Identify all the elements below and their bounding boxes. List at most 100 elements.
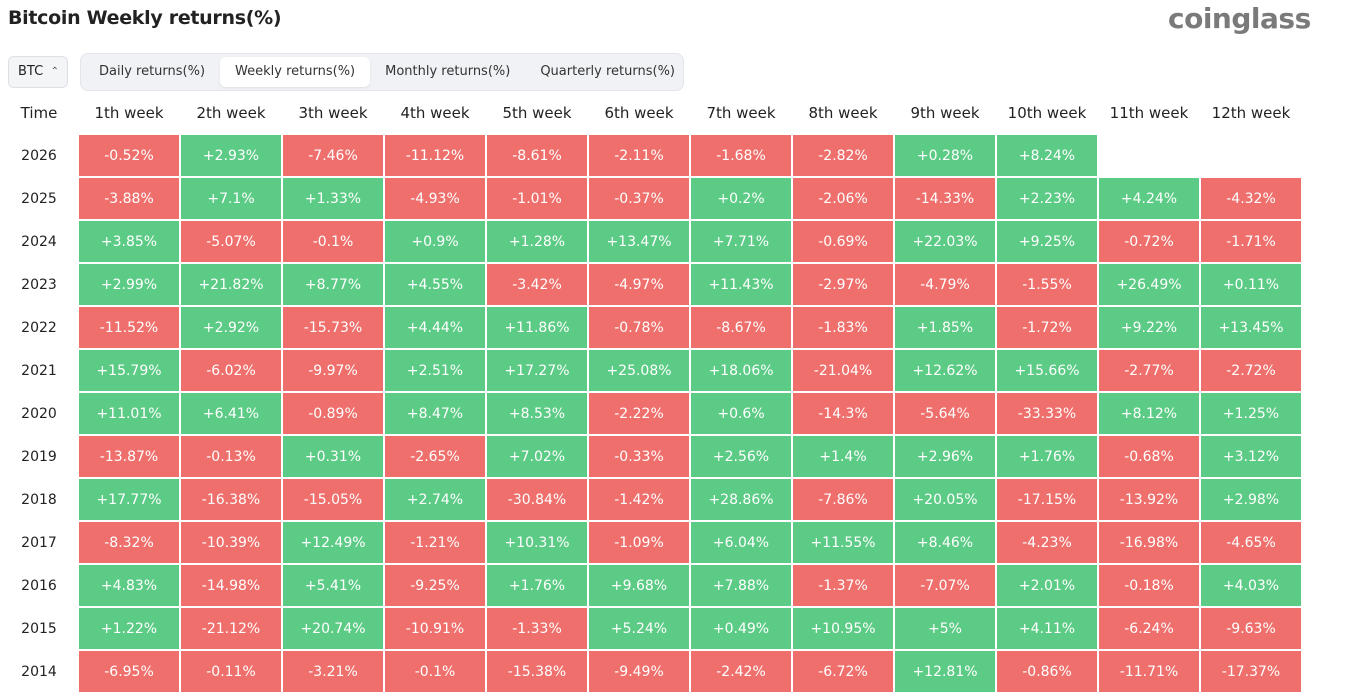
return-cell: +21.82% xyxy=(181,264,281,305)
return-cell: +2.96% xyxy=(895,436,995,477)
return-cell: -5.07% xyxy=(181,221,281,262)
tab[interactable]: Daily returns(%) xyxy=(99,64,206,79)
return-cell: +15.79% xyxy=(79,350,179,391)
return-cell: -1.37% xyxy=(793,565,893,606)
return-cell: +4.83% xyxy=(79,565,179,606)
selector-label: BTC xyxy=(18,64,44,79)
column-header: 11th week xyxy=(1109,104,1189,122)
return-cell: +0.31% xyxy=(283,436,383,477)
return-cell: -6.02% xyxy=(181,350,281,391)
return-cell: +13.45% xyxy=(1201,307,1301,348)
return-cell: -2.42% xyxy=(691,651,791,692)
return-cell: -14.98% xyxy=(181,565,281,606)
return-cell: -11.52% xyxy=(79,307,179,348)
return-cell: -1.21% xyxy=(385,522,485,563)
return-cell: +11.55% xyxy=(793,522,893,563)
return-cell: +9.22% xyxy=(1099,307,1199,348)
year-label: 2023 xyxy=(21,276,57,293)
return-cell: +0.9% xyxy=(385,221,485,262)
return-cell: +2.92% xyxy=(181,307,281,348)
return-cell: -9.25% xyxy=(385,565,485,606)
return-cell: -0.37% xyxy=(589,178,689,219)
return-cell: -14.3% xyxy=(793,393,893,434)
return-cell: +5% xyxy=(895,608,995,649)
return-cell: +4.24% xyxy=(1099,178,1199,219)
return-cell: -11.12% xyxy=(385,135,485,176)
return-cell: -0.33% xyxy=(589,436,689,477)
return-cell: +7.1% xyxy=(181,178,281,219)
return-cell: +6.41% xyxy=(181,393,281,434)
return-cell: +25.08% xyxy=(589,350,689,391)
return-cell: +2.74% xyxy=(385,479,485,520)
return-cell: -8.61% xyxy=(487,135,587,176)
return-cell: +10.95% xyxy=(793,608,893,649)
tab[interactable]: Monthly returns(%) xyxy=(385,64,511,79)
year-label: 2020 xyxy=(21,405,57,422)
return-cell: -21.12% xyxy=(181,608,281,649)
return-cell: -0.69% xyxy=(793,221,893,262)
return-cell: +20.05% xyxy=(895,479,995,520)
return-cell: +2.98% xyxy=(1201,479,1301,520)
return-cell: +8.24% xyxy=(997,135,1097,176)
return-cell: -3.42% xyxy=(487,264,587,305)
return-cell: +10.31% xyxy=(487,522,587,563)
return-cell: -8.32% xyxy=(79,522,179,563)
return-cell: -4.93% xyxy=(385,178,485,219)
return-cell: +12.49% xyxy=(283,522,383,563)
return-cell: +4.44% xyxy=(385,307,485,348)
return-cell: -13.92% xyxy=(1099,479,1199,520)
return-cell: -10.39% xyxy=(181,522,281,563)
return-cell: -0.13% xyxy=(181,436,281,477)
return-cell: +7.71% xyxy=(691,221,791,262)
coin-selector[interactable]: BTC ⌃ xyxy=(8,56,68,88)
selector-arrow: ⌃ xyxy=(50,66,59,77)
return-cell: +1.22% xyxy=(79,608,179,649)
return-cell: +17.27% xyxy=(487,350,587,391)
return-cell: -15.73% xyxy=(283,307,383,348)
return-cell: +1.28% xyxy=(487,221,587,262)
year-label: 2019 xyxy=(21,448,57,465)
return-cell: -0.1% xyxy=(385,651,485,692)
tab[interactable]: Quarterly returns(%) xyxy=(540,64,676,79)
return-cell: +6.04% xyxy=(691,522,791,563)
return-cell: +20.74% xyxy=(283,608,383,649)
column-header: 4th week xyxy=(400,104,470,122)
return-cell: -6.95% xyxy=(79,651,179,692)
return-cell: -4.32% xyxy=(1201,178,1301,219)
return-cell: +28.86% xyxy=(691,479,791,520)
return-cell: +1.76% xyxy=(487,565,587,606)
tab[interactable]: Weekly returns(%) xyxy=(220,57,371,87)
return-cell: -9.63% xyxy=(1201,608,1301,649)
return-cell: -0.86% xyxy=(997,651,1097,692)
return-cell: +0.49% xyxy=(691,608,791,649)
return-cell: -6.72% xyxy=(793,651,893,692)
return-cell: -15.05% xyxy=(283,479,383,520)
return-cell: +4.55% xyxy=(385,264,485,305)
return-cell: -17.15% xyxy=(997,479,1097,520)
return-cell: +12.81% xyxy=(895,651,995,692)
return-cell: -1.09% xyxy=(589,522,689,563)
return-cell: -0.68% xyxy=(1099,436,1199,477)
return-cell: +1.4% xyxy=(793,436,893,477)
return-cell: +9.68% xyxy=(589,565,689,606)
return-cell: -1.83% xyxy=(793,307,893,348)
return-cell: -4.23% xyxy=(997,522,1097,563)
return-cell: -7.07% xyxy=(895,565,995,606)
return-cell: +11.43% xyxy=(691,264,791,305)
return-cell: +0.2% xyxy=(691,178,791,219)
year-label: 2025 xyxy=(21,190,57,207)
return-cell: +8.47% xyxy=(385,393,485,434)
return-cell: -1.72% xyxy=(997,307,1097,348)
return-cell: +7.88% xyxy=(691,565,791,606)
return-cell: -0.1% xyxy=(283,221,383,262)
return-cell: -2.11% xyxy=(589,135,689,176)
return-cell: +0.6% xyxy=(691,393,791,434)
year-label: 2018 xyxy=(21,491,57,508)
return-cell: -1.71% xyxy=(1201,221,1301,262)
year-label: 2017 xyxy=(21,534,57,551)
return-cell: +1.33% xyxy=(283,178,383,219)
return-cell: -16.98% xyxy=(1099,522,1199,563)
return-cell: +12.62% xyxy=(895,350,995,391)
return-cell: +3.12% xyxy=(1201,436,1301,477)
return-cell: -13.87% xyxy=(79,436,179,477)
